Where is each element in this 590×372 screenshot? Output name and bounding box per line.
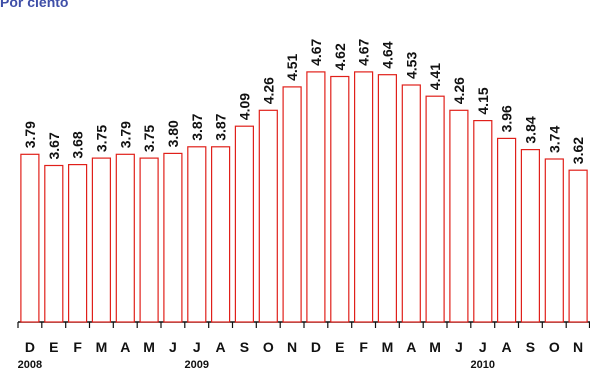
x-tick-label: F	[73, 339, 82, 355]
x-tick-label: J	[193, 339, 201, 355]
data-label: 4.41	[427, 63, 443, 90]
bar	[354, 71, 374, 323]
data-label: 4.15	[475, 87, 491, 114]
data-label: 4.64	[379, 41, 395, 68]
bar	[330, 75, 350, 323]
x-tick-label: J	[479, 339, 487, 355]
data-label: 4.67	[308, 38, 324, 65]
bar	[497, 137, 517, 323]
year-label: 2009	[185, 359, 209, 371]
data-label: 4.51	[284, 53, 300, 80]
year-label: 2008	[18, 359, 42, 371]
x-tick-label: N	[287, 339, 297, 355]
x-tick-label: J	[455, 339, 463, 355]
bar	[425, 95, 445, 323]
data-label: 3.75	[141, 125, 157, 152]
bar	[20, 153, 40, 323]
bar	[282, 86, 302, 323]
bar	[44, 164, 64, 323]
data-label: 3.80	[165, 120, 181, 147]
data-label: 4.26	[451, 77, 467, 104]
bar	[187, 146, 207, 323]
bar	[139, 157, 159, 323]
data-label: 3.79	[22, 121, 38, 148]
bar	[377, 74, 397, 323]
x-tick-label: S	[526, 339, 535, 355]
x-tick-label: M	[429, 339, 441, 355]
x-tick-label: F	[359, 339, 368, 355]
data-label: 3.68	[70, 131, 86, 158]
x-tick-label: A	[406, 339, 416, 355]
data-label: 4.67	[356, 38, 372, 65]
data-label: 4.26	[260, 77, 276, 104]
x-tick-label: M	[96, 339, 108, 355]
x-tick-label: M	[143, 339, 155, 355]
x-tick-label: E	[335, 339, 344, 355]
data-label: 3.96	[499, 105, 515, 132]
year-label: 2010	[471, 359, 495, 371]
data-label: 4.09	[236, 93, 252, 120]
data-label: 3.87	[189, 113, 205, 140]
data-label: 3.84	[522, 116, 538, 143]
data-label: 4.62	[332, 43, 348, 70]
x-tick-label: O	[549, 339, 560, 355]
bar	[234, 125, 254, 323]
x-tick-label: M	[382, 339, 394, 355]
chart-title: Por ciento	[0, 0, 69, 10]
bar	[115, 153, 135, 323]
bar	[67, 164, 88, 323]
x-tick-label: O	[263, 339, 274, 355]
x-tick-label: E	[49, 339, 58, 355]
data-label: 3.75	[93, 125, 109, 152]
bar	[449, 109, 469, 323]
x-tick-label: D	[311, 339, 321, 355]
x-tick-label: A	[216, 339, 226, 355]
data-label: 3.79	[117, 121, 133, 148]
x-tick-label: D	[25, 339, 35, 355]
bar	[401, 84, 421, 323]
bar	[306, 71, 326, 323]
bar	[544, 158, 564, 323]
bar	[258, 109, 278, 323]
bar	[473, 119, 493, 323]
x-tick-label: A	[120, 339, 130, 355]
x-tick-label: A	[502, 339, 512, 355]
x-tick-label: S	[240, 339, 249, 355]
data-label: 3.87	[213, 113, 229, 140]
x-tick-label: J	[169, 339, 177, 355]
data-label: 3.67	[46, 132, 62, 159]
x-tick-label: N	[573, 339, 583, 355]
bar	[520, 149, 541, 323]
bar	[568, 169, 588, 323]
data-label: 3.62	[570, 137, 586, 164]
data-label: 3.74	[546, 126, 562, 153]
bar	[211, 146, 231, 323]
data-label: 4.53	[403, 52, 419, 79]
bar	[91, 157, 112, 323]
bar	[163, 152, 183, 323]
